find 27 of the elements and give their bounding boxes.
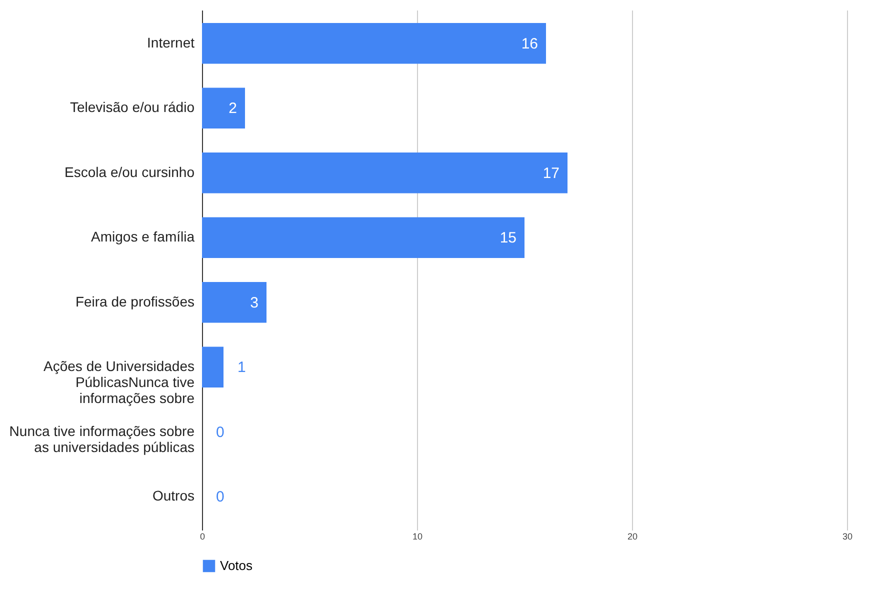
bar — [202, 346, 224, 388]
legend-label: Votos — [220, 558, 254, 573]
y-tick-label: Ações de Universidades PúblicasNunca tive informações sobre — [44, 358, 195, 406]
bar — [202, 217, 524, 258]
x-tick-label: 30 — [842, 532, 853, 542]
y-tick-label: Amigos e família — [91, 228, 195, 245]
x-tick-label: 20 — [627, 532, 638, 542]
x-tick-label: 10 — [412, 532, 423, 542]
data-label: 16 — [521, 35, 538, 52]
y-tick-label: Feira de profissões — [75, 293, 194, 310]
bar — [202, 22, 546, 64]
bar — [202, 88, 245, 129]
y-tick-label: Internet — [147, 34, 195, 50]
data-label: 0 — [216, 424, 224, 441]
data-label: 0 — [216, 488, 224, 506]
y-tick-label: Televisão e/ou rádio — [70, 99, 195, 116]
y-tick-label: Escola e/ou cursinho — [64, 164, 195, 180]
data-label: 17 — [542, 164, 560, 182]
data-label: 2 — [228, 100, 237, 118]
y-tick-label: Nunca tive informações sobre as universidades públicas — [9, 422, 195, 455]
bar — [202, 152, 568, 194]
data-label: 15 — [500, 230, 516, 247]
y-tick-label: Outros — [152, 488, 194, 504]
data-label: 1 — [238, 359, 246, 376]
bar — [202, 282, 266, 323]
data-label: 3 — [250, 294, 258, 312]
x-tick-label: 0 — [200, 532, 206, 542]
